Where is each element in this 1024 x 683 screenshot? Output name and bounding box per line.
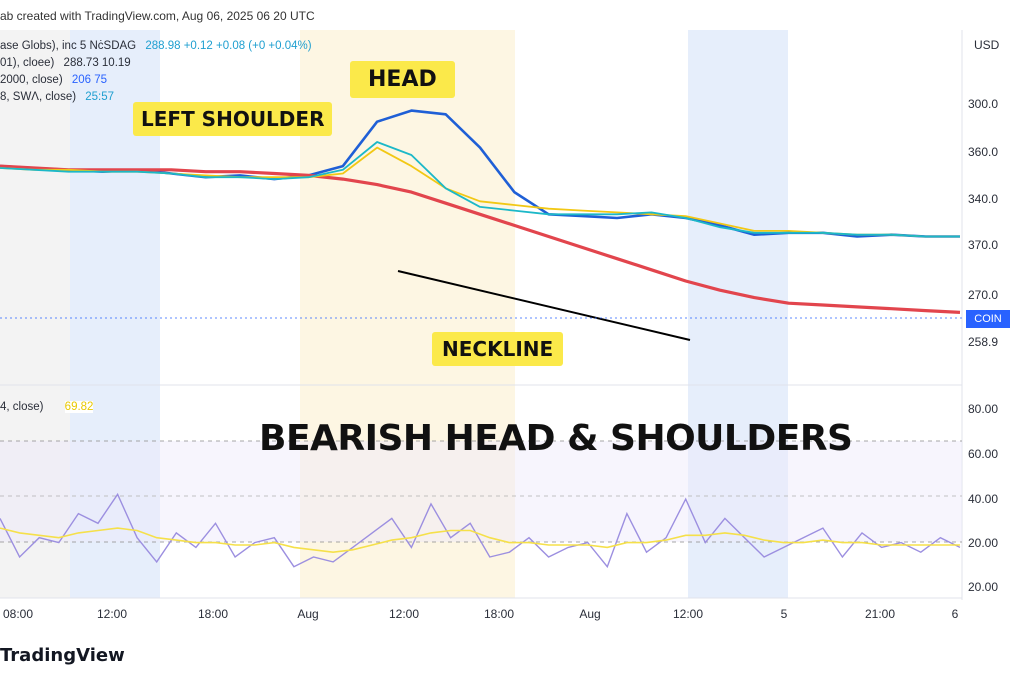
price-tick: 258.9 [967, 335, 998, 349]
legend-2-label: 01), cloee) [0, 57, 55, 69]
legend-2-values: 288.73 10.19 [63, 57, 131, 69]
legend-line-4: 8, SWΛ, close) 25:57 [0, 91, 114, 103]
time-tick: Aug [579, 607, 601, 621]
pattern-title: BEARISH HEAD & SHOULDERS [259, 418, 853, 459]
time-tick: 12:00 [388, 607, 420, 621]
legend-1-values: 288.98 +0.12 +0.08 (+0 +0.04%) [145, 40, 312, 52]
tradingview-logo[interactable]: TradingView [0, 645, 125, 666]
price-tag: COIN [966, 310, 1010, 328]
time-tick: 6 [951, 607, 959, 621]
price-series-line-4 [0, 141, 960, 238]
neckline-callout: NECKLINE [432, 332, 564, 366]
session-band-1 [0, 30, 70, 598]
left-shoulder-callout: LEFT SHOULDER [133, 102, 333, 136]
legend-line-3: 2000, close) 206 75 [0, 74, 107, 86]
rsi-tick: 60.00 [967, 447, 998, 461]
legend-line-1: ase Globs), inc 5 NċSDAG 288.98 +0.12 +0… [0, 40, 312, 52]
rsi-band [0, 441, 962, 542]
session-band-4 [688, 30, 788, 598]
time-tick: 08:00 [2, 607, 34, 621]
legend-4-values: 25:57 [85, 91, 115, 103]
rsi-legend-label: 4, close) [0, 401, 44, 413]
currency-label: USD [974, 38, 1000, 52]
rsi-series-line-2 [0, 527, 960, 554]
time-tick: 18:00 [197, 607, 229, 621]
price-tick: 370.0 [967, 238, 998, 252]
price-tick: 270.0 [967, 288, 998, 302]
header-text: ab created with TradingView.com, Aug 06,… [0, 9, 315, 23]
time-tick: Aug [297, 607, 319, 621]
price-series-group [0, 109, 961, 314]
price-tick: 340.0 [967, 192, 998, 206]
head-callout: HEAD [350, 61, 455, 98]
price-series-line-2 [0, 164, 961, 314]
rsi-tick: 20.00 [967, 536, 998, 550]
rsi-legend-value: 69.82 [64, 401, 94, 413]
neckline-line [397, 270, 691, 341]
header-bar: ab created with TradingView.com, Aug 06,… [0, 0, 1024, 30]
rsi-series-line-1 [0, 492, 961, 569]
rsi-tick: 20.00 [967, 580, 998, 594]
time-tick: 5 [780, 607, 788, 621]
rsi-tick: 80.00 [967, 402, 998, 416]
rsi-tick: 40.00 [967, 492, 998, 506]
price-tick: 360.0 [967, 145, 998, 159]
legend-line-2: 01), cloee) 288.73 10.19 [0, 57, 131, 69]
time-tick: 12:00 [96, 607, 128, 621]
session-band-3 [300, 30, 515, 598]
price-tick: 300.0 [967, 97, 998, 111]
time-tick: 21:00 [864, 607, 896, 621]
legend-4-label: 8, SWΛ, close) [0, 91, 77, 103]
rsi-series-group [0, 492, 961, 569]
legend-3-values: 206 75 [71, 74, 108, 86]
time-tick: 12:00 [672, 607, 704, 621]
rsi-legend: 4, close) 69.82 [0, 401, 94, 413]
rsi-pane [0, 440, 962, 569]
legend-3-label: 2000, close) [0, 74, 63, 86]
time-tick: 18:00 [483, 607, 515, 621]
legend-1-label: ase Globs), inc 5 NċSDAG [0, 40, 137, 52]
